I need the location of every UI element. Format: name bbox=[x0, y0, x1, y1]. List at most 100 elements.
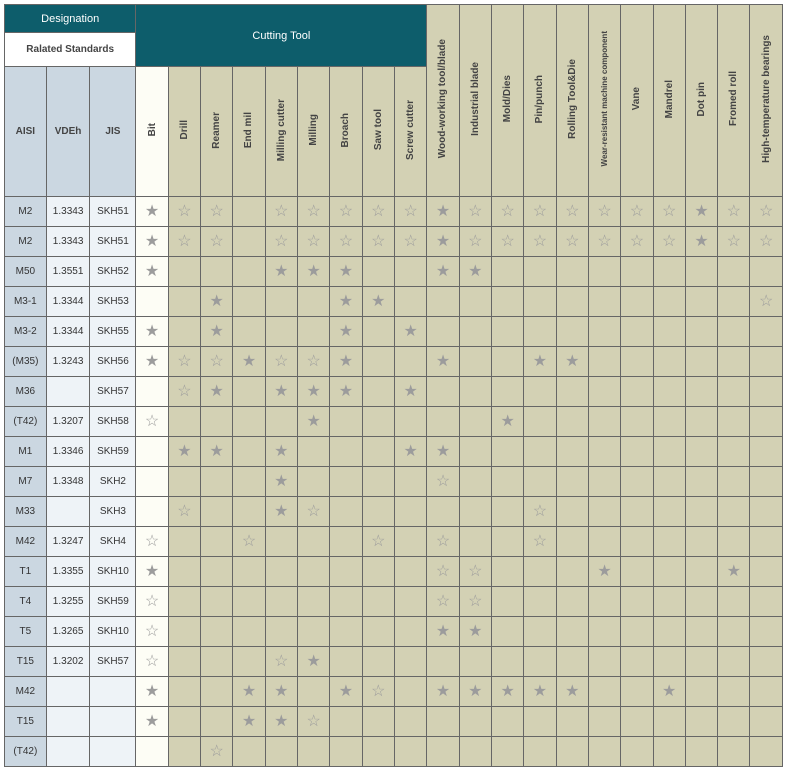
cell-app bbox=[394, 587, 426, 617]
cell-app bbox=[524, 467, 556, 497]
cell-app: ★ bbox=[427, 677, 459, 707]
cell-jis: SKH56 bbox=[90, 347, 136, 377]
cell-vdeh: 1.3344 bbox=[46, 317, 90, 347]
cell-jis: SKH53 bbox=[90, 287, 136, 317]
cell-app: ★ bbox=[427, 347, 459, 377]
cell-app: ★ bbox=[265, 707, 297, 737]
col-header: Pin/punch bbox=[524, 5, 556, 197]
cell-app: ☆ bbox=[459, 197, 491, 227]
star-outline-icon: ☆ bbox=[436, 593, 450, 610]
cell-app bbox=[265, 587, 297, 617]
star-outline-icon: ☆ bbox=[630, 233, 644, 250]
star-filled-icon: ★ bbox=[403, 323, 417, 340]
star-outline-icon: ☆ bbox=[306, 503, 320, 520]
cell-app bbox=[233, 617, 265, 647]
cell-app bbox=[459, 707, 491, 737]
cell-app bbox=[621, 437, 653, 467]
cell-app bbox=[297, 737, 329, 767]
cell-app: ☆ bbox=[524, 527, 556, 557]
star-filled-icon: ★ bbox=[306, 653, 320, 670]
cell-vdeh: 1.3343 bbox=[46, 197, 90, 227]
cell-app bbox=[685, 317, 717, 347]
star-outline-icon: ☆ bbox=[177, 353, 191, 370]
cell-app: ☆ bbox=[556, 227, 588, 257]
cell-aisi: M36 bbox=[5, 377, 47, 407]
cell-app bbox=[621, 677, 653, 707]
cell-app bbox=[685, 287, 717, 317]
cell-aisi: M42 bbox=[5, 527, 47, 557]
cell-app bbox=[685, 707, 717, 737]
star-filled-icon: ★ bbox=[210, 383, 224, 400]
cell-app: ☆ bbox=[136, 407, 168, 437]
star-outline-icon: ☆ bbox=[210, 233, 224, 250]
cell-app bbox=[362, 347, 394, 377]
cell-app bbox=[524, 437, 556, 467]
cell-jis: SKH51 bbox=[90, 197, 136, 227]
cell-app bbox=[330, 437, 362, 467]
cell-app bbox=[297, 317, 329, 347]
cell-app bbox=[718, 617, 750, 647]
cell-app: ☆ bbox=[621, 227, 653, 257]
cell-app bbox=[201, 587, 233, 617]
cell-app bbox=[427, 317, 459, 347]
star-filled-icon: ★ bbox=[727, 563, 741, 580]
star-outline-icon: ☆ bbox=[403, 203, 417, 220]
cell-app: ☆ bbox=[491, 227, 523, 257]
cell-app bbox=[588, 587, 620, 617]
star-outline-icon: ☆ bbox=[436, 563, 450, 580]
cell-app bbox=[556, 527, 588, 557]
cell-app bbox=[556, 287, 588, 317]
cell-app bbox=[621, 737, 653, 767]
star-outline-icon: ☆ bbox=[727, 233, 741, 250]
cell-app bbox=[201, 407, 233, 437]
star-outline-icon: ☆ bbox=[565, 203, 579, 220]
star-filled-icon: ★ bbox=[662, 683, 676, 700]
star-filled-icon: ★ bbox=[500, 413, 514, 430]
header-related-standards: Ralated Standards bbox=[5, 33, 136, 67]
star-filled-icon: ★ bbox=[339, 263, 353, 280]
cell-app: ☆ bbox=[718, 197, 750, 227]
cell-vdeh: 1.3346 bbox=[46, 437, 90, 467]
cell-app: ☆ bbox=[136, 527, 168, 557]
cell-app bbox=[297, 467, 329, 497]
cell-app: ★ bbox=[297, 647, 329, 677]
cell-app bbox=[233, 737, 265, 767]
cell-app bbox=[362, 617, 394, 647]
cell-app bbox=[653, 287, 685, 317]
cell-app: ★ bbox=[394, 317, 426, 347]
cell-app bbox=[168, 527, 200, 557]
cell-app bbox=[168, 317, 200, 347]
cell-app: ☆ bbox=[653, 197, 685, 227]
cell-vdeh: 1.3265 bbox=[46, 617, 90, 647]
cell-app bbox=[136, 497, 168, 527]
cell-app bbox=[588, 647, 620, 677]
cell-app bbox=[459, 287, 491, 317]
cell-app bbox=[588, 707, 620, 737]
star-outline-icon: ☆ bbox=[371, 203, 385, 220]
cell-app bbox=[265, 287, 297, 317]
cell-app bbox=[168, 467, 200, 497]
star-outline-icon: ☆ bbox=[436, 533, 450, 550]
cell-app: ★ bbox=[459, 677, 491, 707]
cell-vdeh: 1.3243 bbox=[46, 347, 90, 377]
star-filled-icon: ★ bbox=[274, 263, 288, 280]
cell-app bbox=[330, 737, 362, 767]
cell-app bbox=[750, 407, 783, 437]
cell-jis bbox=[90, 737, 136, 767]
cell-app: ★ bbox=[718, 557, 750, 587]
cell-jis: SKH52 bbox=[90, 257, 136, 287]
star-outline-icon: ☆ bbox=[339, 233, 353, 250]
cell-app bbox=[718, 587, 750, 617]
cell-app: ☆ bbox=[201, 737, 233, 767]
table-row: M36SKH57☆★★★★★ bbox=[5, 377, 783, 407]
cell-app bbox=[394, 707, 426, 737]
cell-app: ★ bbox=[427, 257, 459, 287]
cell-app: ☆ bbox=[427, 527, 459, 557]
cell-app bbox=[394, 407, 426, 437]
cell-app bbox=[201, 707, 233, 737]
cell-app bbox=[491, 467, 523, 497]
cell-app bbox=[685, 737, 717, 767]
cell-app bbox=[168, 557, 200, 587]
table-row: T41.3255SKH59☆☆☆ bbox=[5, 587, 783, 617]
cell-app: ☆ bbox=[233, 527, 265, 557]
